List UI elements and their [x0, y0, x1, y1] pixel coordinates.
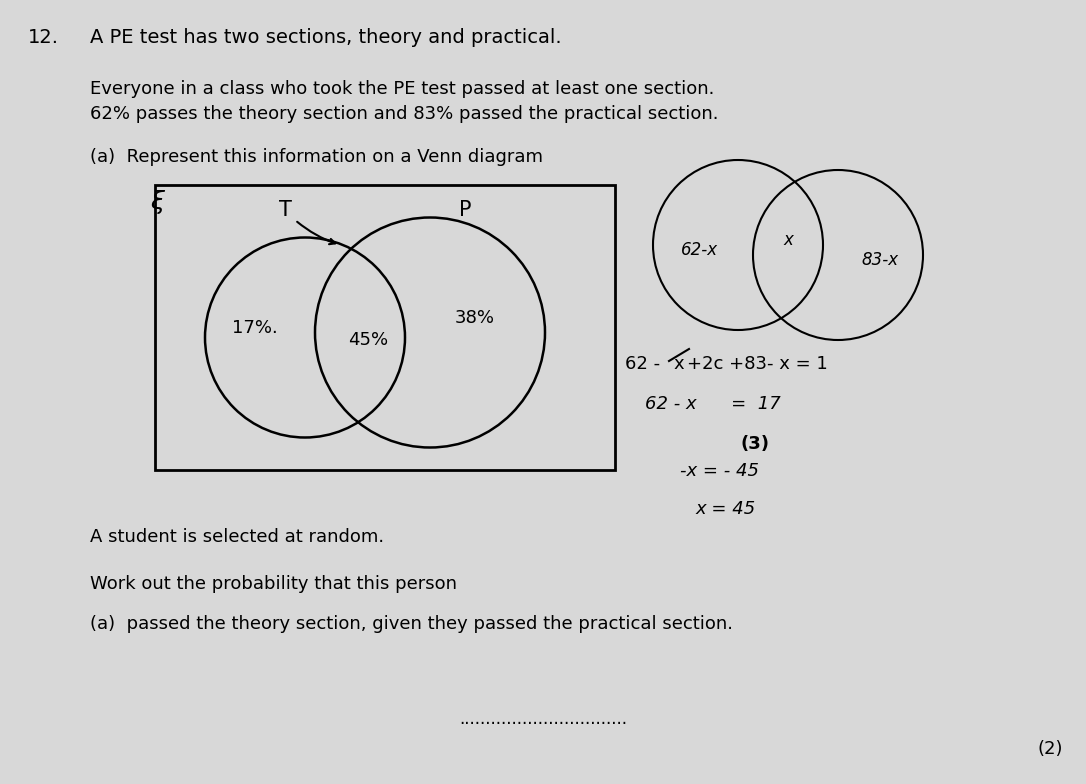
Text: 62% passes the theory section and 83% passed the practical section.: 62% passes the theory section and 83% pa… — [90, 105, 719, 123]
Text: T: T — [279, 200, 291, 220]
Text: (2): (2) — [1037, 740, 1063, 758]
Text: Everyone in a class who took the PE test passed at least one section.: Everyone in a class who took the PE test… — [90, 80, 715, 98]
Text: 12.: 12. — [28, 28, 59, 47]
Text: 17%.: 17%. — [232, 319, 278, 337]
Text: (a)  Represent this information on a Venn diagram: (a) Represent this information on a Venn… — [90, 148, 543, 166]
Text: +2c +83- x = 1: +2c +83- x = 1 — [687, 355, 828, 373]
Bar — [155, 185, 615, 470]
Text: ................................: ................................ — [459, 710, 627, 728]
Text: 62 -: 62 - — [626, 355, 660, 373]
Text: 62-x: 62-x — [681, 241, 719, 259]
Text: (a)  passed the theory section, given they passed the practical section.: (a) passed the theory section, given the… — [90, 615, 733, 633]
Text: A student is selected at random.: A student is selected at random. — [90, 528, 384, 546]
Text: -x = - 45: -x = - 45 — [680, 462, 759, 480]
Text: (3): (3) — [741, 435, 770, 453]
Text: P: P — [458, 200, 471, 220]
Text: 45%: 45% — [348, 331, 388, 349]
Text: Work out the probability that this person: Work out the probability that this perso… — [90, 575, 457, 593]
Text: x: x — [673, 355, 683, 373]
Text: x: x — [783, 231, 793, 249]
Text: x = 45: x = 45 — [695, 500, 755, 518]
Text: 38%: 38% — [455, 309, 495, 327]
Text: ξ: ξ — [150, 190, 164, 214]
Text: 83-x: 83-x — [861, 251, 898, 269]
Text: 62 - x      =  17: 62 - x = 17 — [645, 395, 781, 413]
Text: A PE test has two sections, theory and practical.: A PE test has two sections, theory and p… — [90, 28, 561, 47]
